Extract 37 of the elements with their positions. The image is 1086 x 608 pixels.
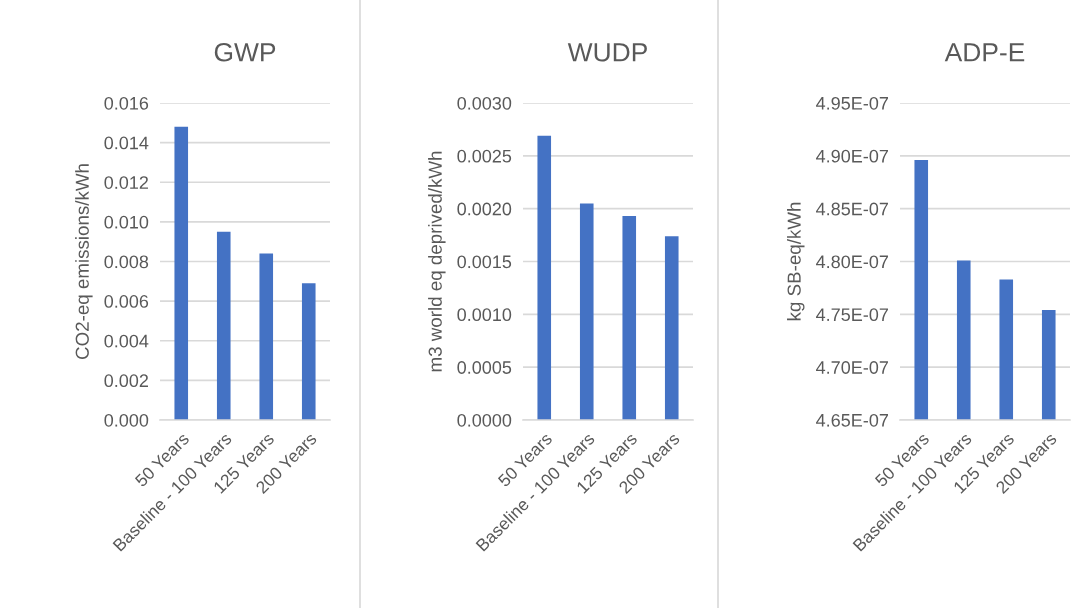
y-tick-label: 0.008	[104, 255, 149, 269]
y-tick-label: 4.95E-07	[816, 96, 888, 110]
y-tick-label: 0.014	[104, 136, 149, 150]
y-axis-title: CO2-eq emissions/kWh	[75, 164, 93, 360]
bar	[174, 126, 189, 420]
bar	[216, 231, 231, 420]
bar	[537, 135, 552, 420]
y-tick-label: 4.75E-07	[816, 308, 888, 322]
bar	[301, 283, 316, 420]
y-tick-label: 0.010	[104, 215, 149, 229]
y-tick-label: 0.002	[104, 374, 148, 388]
y-tick-label: 4.85E-07	[816, 202, 888, 216]
y-axis-title: m3 world eq deprived/kWh	[428, 151, 446, 372]
chart-title: GWP	[214, 42, 276, 62]
y-tick-label: 4.65E-07	[816, 413, 888, 427]
y-tick-label: 0.0030	[457, 96, 512, 110]
y-tick-label: 0.0025	[457, 149, 512, 163]
y-tick-label: 0.0000	[457, 413, 512, 427]
y-tick-label: 0.0010	[457, 308, 512, 322]
y-tick-label: 0.016	[104, 96, 149, 110]
y-axis-title: kg SB-eq/kWh	[787, 202, 805, 321]
chart-title: WUDP	[567, 43, 647, 62]
y-tick-label: 0.0020	[457, 202, 512, 216]
y-tick-label: 0.0005	[457, 361, 512, 374]
y-tick-label: 4.80E-07	[816, 255, 888, 269]
y-tick-label: 0.006	[104, 295, 149, 308]
bar	[664, 236, 679, 420]
bar	[579, 203, 594, 420]
y-tick-label: 0.012	[104, 176, 148, 189]
y-tick-label: 4.70E-07	[816, 361, 888, 374]
bar	[622, 216, 637, 420]
y-tick-label: 0.000	[104, 413, 149, 427]
chart-title: ADP-E	[944, 43, 1025, 62]
y-tick-label: 0.004	[104, 334, 149, 348]
y-tick-label: 4.90E-07	[816, 149, 888, 163]
bar	[259, 253, 274, 420]
y-tick-label: 0.0015	[457, 255, 512, 269]
